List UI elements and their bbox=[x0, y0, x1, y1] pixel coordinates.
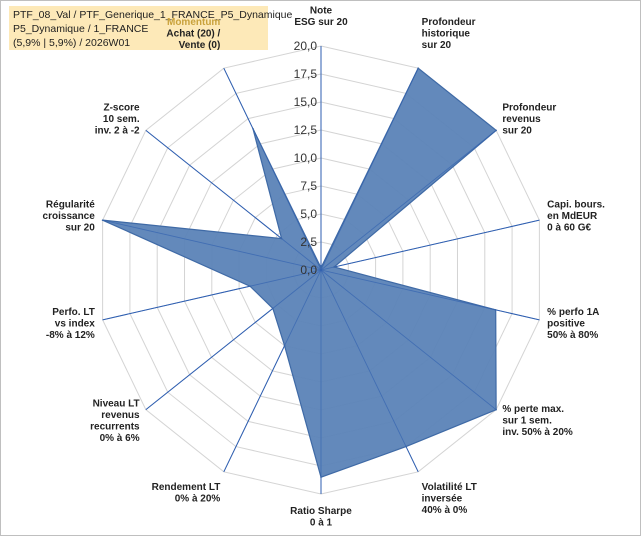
axis-line-overlay bbox=[320, 269, 497, 410]
header-line-2: P5_Dynamique / 1_FRANCE bbox=[13, 23, 149, 35]
radar-series bbox=[101, 46, 540, 494]
tick-label: 17,5 bbox=[294, 67, 318, 81]
axis-label: Volatilité LT inversée 40% à 0% bbox=[422, 482, 477, 516]
axis-line-overlay bbox=[145, 130, 322, 271]
axis-label: Ratio Sharpe 0 à 1 bbox=[290, 506, 352, 529]
tick-label: 5,0 bbox=[300, 207, 317, 221]
radar-tick-labels: 0,0 2,5 5,0 7,5 10,0 12,5 15,0 17,5 20,0 bbox=[294, 39, 318, 277]
axis-label: Profondeur historique sur 20 bbox=[422, 17, 476, 51]
chart-header: PTF_08_Val / PTF_Generique_1_FRANCE_P5_D… bbox=[9, 6, 293, 50]
axis-line-overlay bbox=[102, 219, 322, 271]
tick-label: 7,5 bbox=[300, 179, 317, 193]
axis-line-overlay bbox=[320, 130, 497, 271]
tick-label: 15,0 bbox=[294, 95, 318, 109]
axis-line-overlay bbox=[320, 68, 419, 271]
axis-line-overlay bbox=[223, 269, 322, 472]
tick-label: 12,5 bbox=[294, 123, 318, 137]
axis-line-overlay bbox=[102, 269, 322, 321]
tick-label: 20,0 bbox=[294, 39, 318, 53]
axis-label: Momentum Achat (20) / Vente (0) bbox=[166, 17, 220, 51]
tick-label: 2,5 bbox=[300, 235, 317, 249]
axis-label: Niveau LT revenus recurrents 0% à 6% bbox=[90, 398, 140, 444]
axis-label: Perfo. LT vs index -8% à 12% bbox=[46, 307, 95, 341]
axis-label: Régularité croissance sur 20 bbox=[43, 199, 96, 233]
axis-line-overlay bbox=[145, 269, 322, 410]
axis-line-overlay bbox=[320, 269, 540, 321]
tick-label: 10,0 bbox=[294, 151, 318, 165]
axis-line-overlay bbox=[320, 219, 540, 271]
axis-label: Rendement LT 0% à 20% bbox=[152, 482, 221, 505]
axis-line-overlay bbox=[223, 68, 322, 271]
axis-label: Z-score 10 sem. inv. 2 à -2 bbox=[95, 102, 140, 136]
header-line-1: PTF_08_Val / PTF_Generique_1_FRANCE_P5_D… bbox=[13, 9, 293, 21]
axis-label: Profondeur revenus sur 20 bbox=[502, 102, 556, 136]
axis-line-overlay bbox=[320, 269, 419, 472]
axis-label: Capi. bours. en MdEUR 0 à 60 G€ bbox=[547, 199, 605, 233]
axis-label: % perfo 1A positive 50% à 80% bbox=[547, 307, 599, 341]
radar-axis-labels: Note ESG sur 20 Profondeur historique sur 20… bbox=[43, 6, 606, 529]
axis-label: Note ESG sur 20 bbox=[294, 6, 348, 29]
header-line-3: (5,9% | 5,9%) / 2026W01 bbox=[13, 37, 131, 49]
axis-label: % perte max. sur 1 sem. inv. 50% à 20% bbox=[502, 404, 573, 438]
tick-label: 0,0 bbox=[300, 263, 317, 277]
